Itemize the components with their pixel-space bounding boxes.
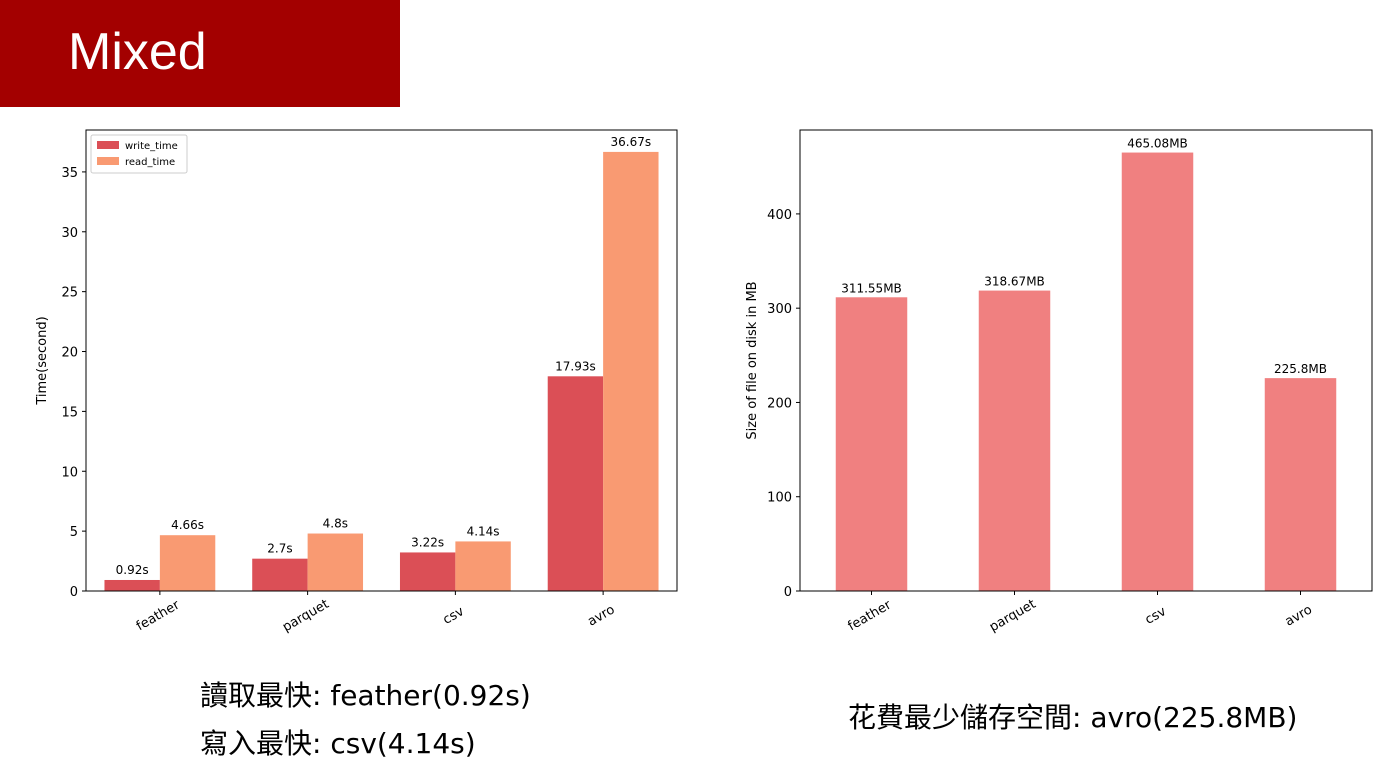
y-axis-label: Time(second) bbox=[35, 316, 50, 405]
x-tick-label: parquet bbox=[987, 597, 1039, 635]
value-label: 318.67MB bbox=[984, 275, 1045, 289]
value-label: 0.92s bbox=[116, 563, 149, 577]
x-tick-label: csv bbox=[441, 604, 467, 628]
value-label: 311.55MB bbox=[841, 281, 902, 295]
value-label: 465.08MB bbox=[1127, 137, 1188, 151]
plot-frame bbox=[799, 129, 1373, 592]
value-label: 36.67s bbox=[611, 135, 652, 149]
legend-label: read_time bbox=[125, 157, 175, 168]
y-tick-label: 10 bbox=[61, 465, 78, 480]
value-label: 4.66s bbox=[171, 518, 204, 532]
x-tick-label: avro bbox=[1283, 602, 1315, 629]
y-tick-label: 0 bbox=[784, 585, 792, 600]
y-tick-label: 20 bbox=[61, 346, 78, 361]
header: Mixed bbox=[0, 0, 400, 107]
value-label: 17.93s bbox=[555, 359, 596, 373]
y-tick-label: 400 bbox=[767, 208, 792, 223]
caption: 花費最少儲存空間: avro(225.8MB) bbox=[848, 701, 1298, 734]
y-tick-label: 100 bbox=[767, 491, 792, 506]
y-tick-label: 30 bbox=[61, 226, 78, 241]
bar bbox=[547, 376, 604, 591]
x-tick-label: feather bbox=[846, 597, 895, 634]
bar bbox=[1264, 378, 1337, 591]
y-tick-label: 15 bbox=[61, 405, 78, 420]
y-tick-label: 5 bbox=[70, 525, 78, 540]
y-tick-label: 300 bbox=[767, 302, 792, 317]
legend-swatch bbox=[97, 157, 119, 165]
legend-swatch bbox=[97, 141, 119, 149]
legend-label: write_time bbox=[125, 141, 178, 152]
bar bbox=[455, 541, 511, 591]
bar bbox=[1121, 152, 1194, 591]
y-tick-label: 0 bbox=[70, 585, 78, 600]
bar bbox=[978, 290, 1051, 591]
y-tick-label: 35 bbox=[61, 166, 78, 181]
value-label: 3.22s bbox=[411, 535, 444, 549]
bar bbox=[835, 297, 908, 591]
y-tick-label: 200 bbox=[767, 396, 792, 411]
bar bbox=[603, 151, 659, 591]
bar bbox=[307, 533, 364, 591]
x-tick-label: feather bbox=[134, 597, 183, 634]
bar bbox=[399, 552, 456, 591]
caption: 寫入最快: csv(4.14s) bbox=[200, 727, 476, 760]
x-tick-label: csv bbox=[1143, 604, 1169, 628]
caption: 讀取最快: feather(0.92s) bbox=[200, 679, 531, 712]
bar bbox=[104, 579, 160, 591]
value-label: 4.8s bbox=[323, 517, 348, 531]
x-tick-label: avro bbox=[585, 602, 617, 629]
bar bbox=[252, 558, 308, 591]
y-tick-label: 25 bbox=[61, 286, 78, 301]
header-title: Mixed bbox=[68, 23, 207, 81]
bar bbox=[159, 535, 216, 591]
value-label: 225.8MB bbox=[1274, 362, 1327, 376]
plot-frame bbox=[85, 129, 678, 592]
y-axis-label: Size of file on disk in MB bbox=[745, 281, 760, 439]
value-label: 4.14s bbox=[467, 524, 500, 538]
value-label: 2.7s bbox=[267, 542, 292, 556]
x-tick-label: parquet bbox=[280, 597, 332, 635]
